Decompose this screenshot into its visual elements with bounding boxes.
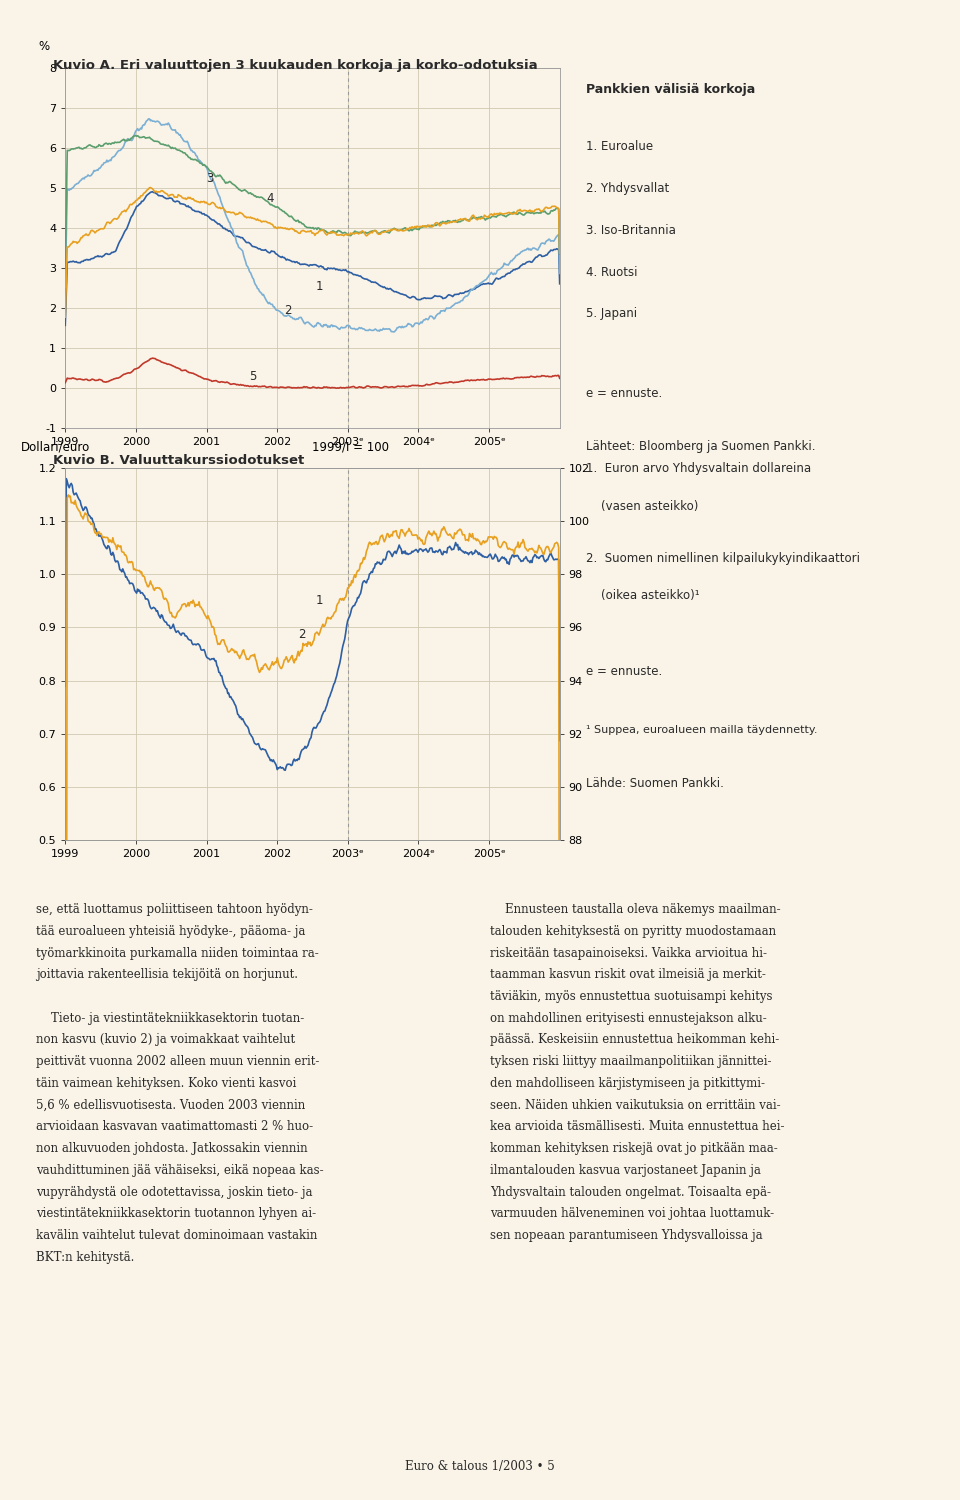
Text: 1. Euroalue: 1. Euroalue (586, 140, 653, 153)
Text: Tieto- ja viestintätekniikkasektorin tuotan-: Tieto- ja viestintätekniikkasektorin tuo… (36, 1011, 304, 1025)
Text: 2. Yhdysvallat: 2. Yhdysvallat (586, 182, 669, 195)
Text: päässä. Keskeisiin ennustettua heikomman kehi-: päässä. Keskeisiin ennustettua heikomman… (490, 1034, 779, 1047)
Text: Kuvio A. Eri valuuttojen 3 kuukauden korkoja ja korko-odotuksia: Kuvio A. Eri valuuttojen 3 kuukauden kor… (53, 58, 538, 72)
Text: e = ennuste.: e = ennuste. (586, 387, 661, 400)
Text: viestintätekniikkasektorin tuotannon lyhyen ai-: viestintätekniikkasektorin tuotannon lyh… (36, 1208, 317, 1221)
Text: 1: 1 (316, 594, 324, 606)
Text: työmarkkinoita purkamalla niiden toimintaa ra-: työmarkkinoita purkamalla niiden toimint… (36, 946, 320, 960)
Text: täviäkin, myös ennustettua suotuisampi kehitys: täviäkin, myös ennustettua suotuisampi k… (490, 990, 772, 1004)
Text: riskeitään tasapainoiseksi. Vaikka arvioitua hi-: riskeitään tasapainoiseksi. Vaikka arvio… (490, 946, 767, 960)
Text: se, että luottamus poliittiseen tahtoon hyödyn-: se, että luottamus poliittiseen tahtoon … (36, 903, 313, 916)
Text: arvioidaan kasvavan vaatimattomasti 2 % huo-: arvioidaan kasvavan vaatimattomasti 2 % … (36, 1120, 314, 1134)
Text: seen. Näiden uhkien vaikutuksia on errittäin vai-: seen. Näiden uhkien vaikutuksia on errit… (490, 1098, 780, 1112)
Text: 2: 2 (284, 303, 292, 316)
Text: on mahdollinen erityisesti ennustejakson alku-: on mahdollinen erityisesti ennustejakson… (490, 1011, 766, 1025)
Text: 5: 5 (249, 370, 256, 384)
Text: Pankkien välisiä korkoja: Pankkien välisiä korkoja (586, 82, 755, 96)
Text: vauhdittuminen jää vähäiseksi, eikä nopeaa kas-: vauhdittuminen jää vähäiseksi, eikä nope… (36, 1164, 324, 1178)
Text: 1.  Euron arvo Yhdysvaltain dollareina: 1. Euron arvo Yhdysvaltain dollareina (586, 462, 811, 476)
Text: 5. Japani: 5. Japani (586, 308, 636, 321)
Text: Lähteet: Bloomberg ja Suomen Pankki.: Lähteet: Bloomberg ja Suomen Pankki. (586, 440, 815, 453)
Text: non alkuvuoden johdosta. Jatkossakin viennin: non alkuvuoden johdosta. Jatkossakin vie… (36, 1143, 308, 1155)
Text: vupyrähdystä ole odotettavissa, joskin tieto- ja: vupyrähdystä ole odotettavissa, joskin t… (36, 1185, 313, 1198)
Text: e = ennuste.: e = ennuste. (586, 664, 661, 678)
Text: 3. Iso-Britannia: 3. Iso-Britannia (586, 224, 676, 237)
Text: 1999/I = 100: 1999/I = 100 (313, 440, 390, 453)
Text: Kuvio B. Valuuttakurssiodotukset: Kuvio B. Valuuttakurssiodotukset (53, 454, 304, 468)
Text: %: % (38, 40, 49, 53)
Text: 1: 1 (316, 279, 324, 292)
Text: varmuuden hälveneminen voi johtaa luottamuk-: varmuuden hälveneminen voi johtaa luotta… (490, 1208, 774, 1221)
Text: 4: 4 (267, 192, 274, 204)
Text: den mahdolliseen kärjistymiseen ja pitkittymi-: den mahdolliseen kärjistymiseen ja pitki… (490, 1077, 764, 1090)
Text: kavälin vaihtelut tulevat dominoimaan vastakin: kavälin vaihtelut tulevat dominoimaan va… (36, 1230, 318, 1242)
Text: 2.  Suomen nimellinen kilpailukykyindikaattori: 2. Suomen nimellinen kilpailukykyindikaa… (586, 552, 859, 566)
Text: kea arvioida täsmällisesti. Muita ennustettua hei-: kea arvioida täsmällisesti. Muita ennust… (490, 1120, 784, 1134)
Text: peittivät vuonna 2002 alleen muun viennin erit-: peittivät vuonna 2002 alleen muun vienni… (36, 1056, 320, 1068)
Text: täin vaimean kehityksen. Koko vienti kasvoi: täin vaimean kehityksen. Koko vienti kas… (36, 1077, 297, 1090)
Text: ¹ Suppea, euroalueen mailla täydennetty.: ¹ Suppea, euroalueen mailla täydennetty. (586, 724, 817, 735)
Text: joittavia rakenteellisia tekijöitä on horjunut.: joittavia rakenteellisia tekijöitä on ho… (36, 969, 299, 981)
Text: talouden kehityksestä on pyritty muodostamaan: talouden kehityksestä on pyritty muodost… (490, 924, 776, 938)
Text: 2: 2 (299, 628, 306, 640)
Text: Yhdysvaltain talouden ongelmat. Toisaalta epä-: Yhdysvaltain talouden ongelmat. Toisaalt… (490, 1185, 771, 1198)
Text: non kasvu (kuvio 2) ja voimakkaat vaihtelut: non kasvu (kuvio 2) ja voimakkaat vaihte… (36, 1034, 296, 1047)
Text: 3: 3 (206, 171, 214, 184)
Text: komman kehityksen riskejä ovat jo pitkään maa-: komman kehityksen riskejä ovat jo pitkää… (490, 1143, 778, 1155)
Text: (oikea asteikko)¹: (oikea asteikko)¹ (586, 590, 699, 603)
Text: 5,6 % edellisvuotisesta. Vuoden 2003 viennin: 5,6 % edellisvuotisesta. Vuoden 2003 vie… (36, 1098, 305, 1112)
Text: Dollari/euro: Dollari/euro (21, 440, 90, 453)
Text: sen nopeaan parantumiseen Yhdysvalloissa ja: sen nopeaan parantumiseen Yhdysvalloissa… (490, 1230, 762, 1242)
Text: ilmantalouden kasvua varjostaneet Japanin ja: ilmantalouden kasvua varjostaneet Japani… (490, 1164, 760, 1178)
Text: tää euroalueen yhteisiä hyödyke-, pääoma- ja: tää euroalueen yhteisiä hyödyke-, pääoma… (36, 924, 306, 938)
Text: Lähde: Suomen Pankki.: Lähde: Suomen Pankki. (586, 777, 724, 790)
Text: (vasen asteikko): (vasen asteikko) (586, 500, 698, 513)
Text: Ennusteen taustalla oleva näkemys maailman-: Ennusteen taustalla oleva näkemys maailm… (490, 903, 780, 916)
Text: BKT:n kehitystä.: BKT:n kehitystä. (36, 1251, 134, 1264)
Text: taamman kasvun riskit ovat ilmeisiä ja merkit-: taamman kasvun riskit ovat ilmeisiä ja m… (490, 969, 765, 981)
Text: 4. Ruotsi: 4. Ruotsi (586, 266, 637, 279)
Text: tyksen riski liittyy maailmanpolitiikan jännittei-: tyksen riski liittyy maailmanpolitiikan … (490, 1056, 771, 1068)
Text: Euro & talous 1/2003 • 5: Euro & talous 1/2003 • 5 (405, 1460, 555, 1473)
